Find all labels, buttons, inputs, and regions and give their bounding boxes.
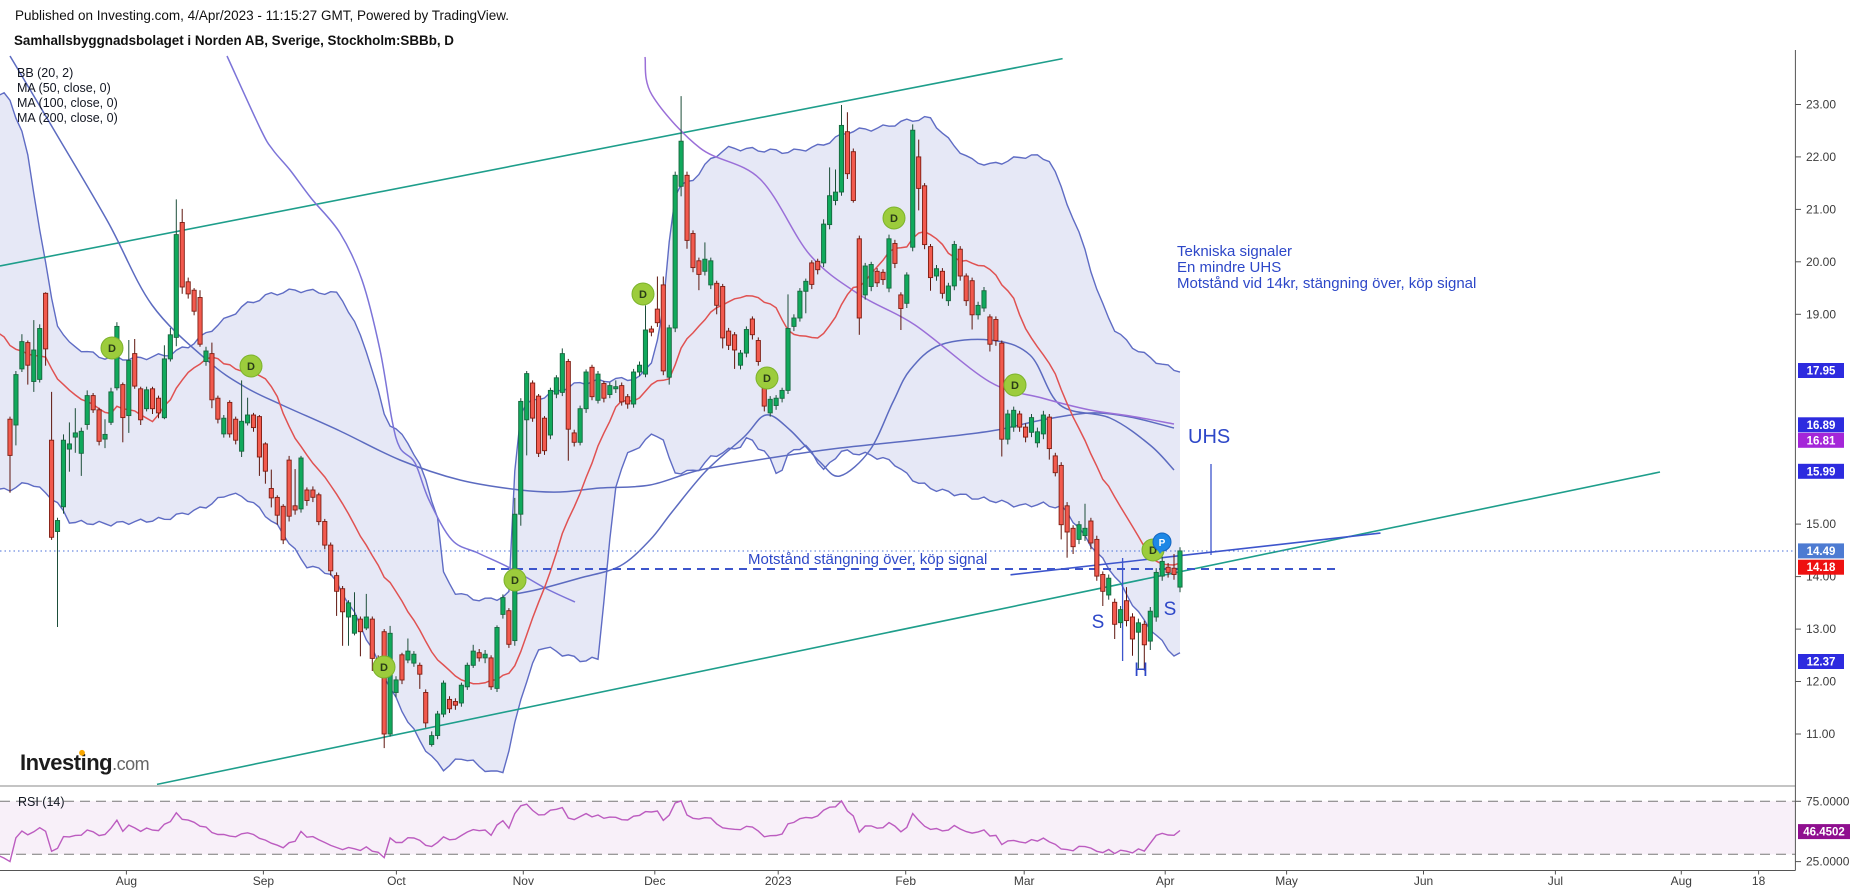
svg-text:21.00: 21.00 [1806, 202, 1836, 216]
svg-text:Jul: Jul [1548, 874, 1563, 888]
svg-text:Tekniska signaler: Tekniska signaler [1177, 243, 1292, 260]
svg-text:Aug: Aug [1671, 874, 1692, 888]
svg-text:P: P [1159, 538, 1166, 549]
svg-text:D: D [890, 213, 898, 225]
svg-text:19.00: 19.00 [1806, 307, 1836, 321]
svg-text:Motstånd vid 14kr, stängning ö: Motstånd vid 14kr, stängning över, köp s… [1177, 275, 1476, 292]
svg-text:Samhallsbyggnadsbolaget i Nord: Samhallsbyggnadsbolaget i Norden AB, Sve… [14, 33, 454, 48]
svg-text:D: D [108, 343, 116, 355]
svg-text:46.4502: 46.4502 [1803, 827, 1845, 839]
svg-text:D: D [639, 289, 647, 301]
svg-text:UHS: UHS [1188, 426, 1230, 448]
svg-text:75.0000: 75.0000 [1806, 794, 1850, 808]
svg-text:D: D [511, 575, 519, 587]
svg-text:Oct: Oct [387, 874, 406, 888]
svg-text:13.00: 13.00 [1806, 622, 1836, 636]
svg-text:Feb: Feb [895, 874, 916, 888]
svg-text:Apr: Apr [1156, 874, 1175, 888]
svg-text:En mindre UHS: En mindre UHS [1177, 259, 1281, 276]
svg-text:May: May [1275, 874, 1298, 888]
svg-text:17.95: 17.95 [1807, 366, 1836, 378]
svg-text:Jun: Jun [1414, 874, 1433, 888]
svg-text:MA (100, close, 0): MA (100, close, 0) [17, 96, 118, 110]
svg-text:12.00: 12.00 [1806, 675, 1836, 689]
svg-text:14.49: 14.49 [1807, 546, 1836, 558]
svg-text:20.00: 20.00 [1806, 255, 1836, 269]
svg-text:25.0000: 25.0000 [1806, 855, 1850, 869]
svg-text:Sep: Sep [253, 874, 275, 888]
svg-text:H: H [1134, 660, 1148, 681]
svg-text:S: S [1164, 599, 1177, 620]
svg-text:Nov: Nov [513, 874, 534, 888]
svg-text:15.00: 15.00 [1806, 517, 1836, 531]
svg-text:D: D [1149, 545, 1157, 557]
svg-text:D: D [247, 361, 255, 373]
svg-text:Aug: Aug [116, 874, 137, 888]
svg-text:MA (200, close, 0): MA (200, close, 0) [17, 111, 118, 125]
svg-text:D: D [763, 373, 771, 385]
svg-text:11.00: 11.00 [1806, 727, 1835, 741]
svg-text:12.37: 12.37 [1807, 657, 1836, 669]
svg-text:22.00: 22.00 [1806, 150, 1836, 164]
svg-text:16.81: 16.81 [1807, 435, 1836, 447]
svg-text:S: S [1092, 612, 1105, 633]
svg-text:D: D [380, 662, 388, 674]
svg-text:MA (50, close, 0): MA (50, close, 0) [17, 81, 111, 95]
svg-text:Motstånd stängning över, köp s: Motstånd stängning över, köp signal [748, 551, 987, 568]
svg-text:Mar: Mar [1014, 874, 1035, 888]
svg-text:Investing.com: Investing.com [20, 750, 149, 775]
svg-text:14.18: 14.18 [1807, 562, 1836, 574]
svg-text:16.89: 16.89 [1807, 420, 1836, 432]
svg-text:BB (20, 2): BB (20, 2) [17, 66, 73, 80]
svg-text:23.00: 23.00 [1806, 98, 1836, 112]
svg-text:RSI (14): RSI (14) [18, 795, 65, 809]
svg-text:15.99: 15.99 [1807, 466, 1836, 478]
svg-text:18: 18 [1752, 874, 1766, 888]
svg-text:2023: 2023 [765, 874, 792, 888]
svg-text:D: D [1011, 380, 1019, 392]
svg-text:Dec: Dec [644, 874, 665, 888]
svg-text:Published on Investing.com, 4/: Published on Investing.com, 4/Apr/2023 -… [15, 8, 509, 23]
